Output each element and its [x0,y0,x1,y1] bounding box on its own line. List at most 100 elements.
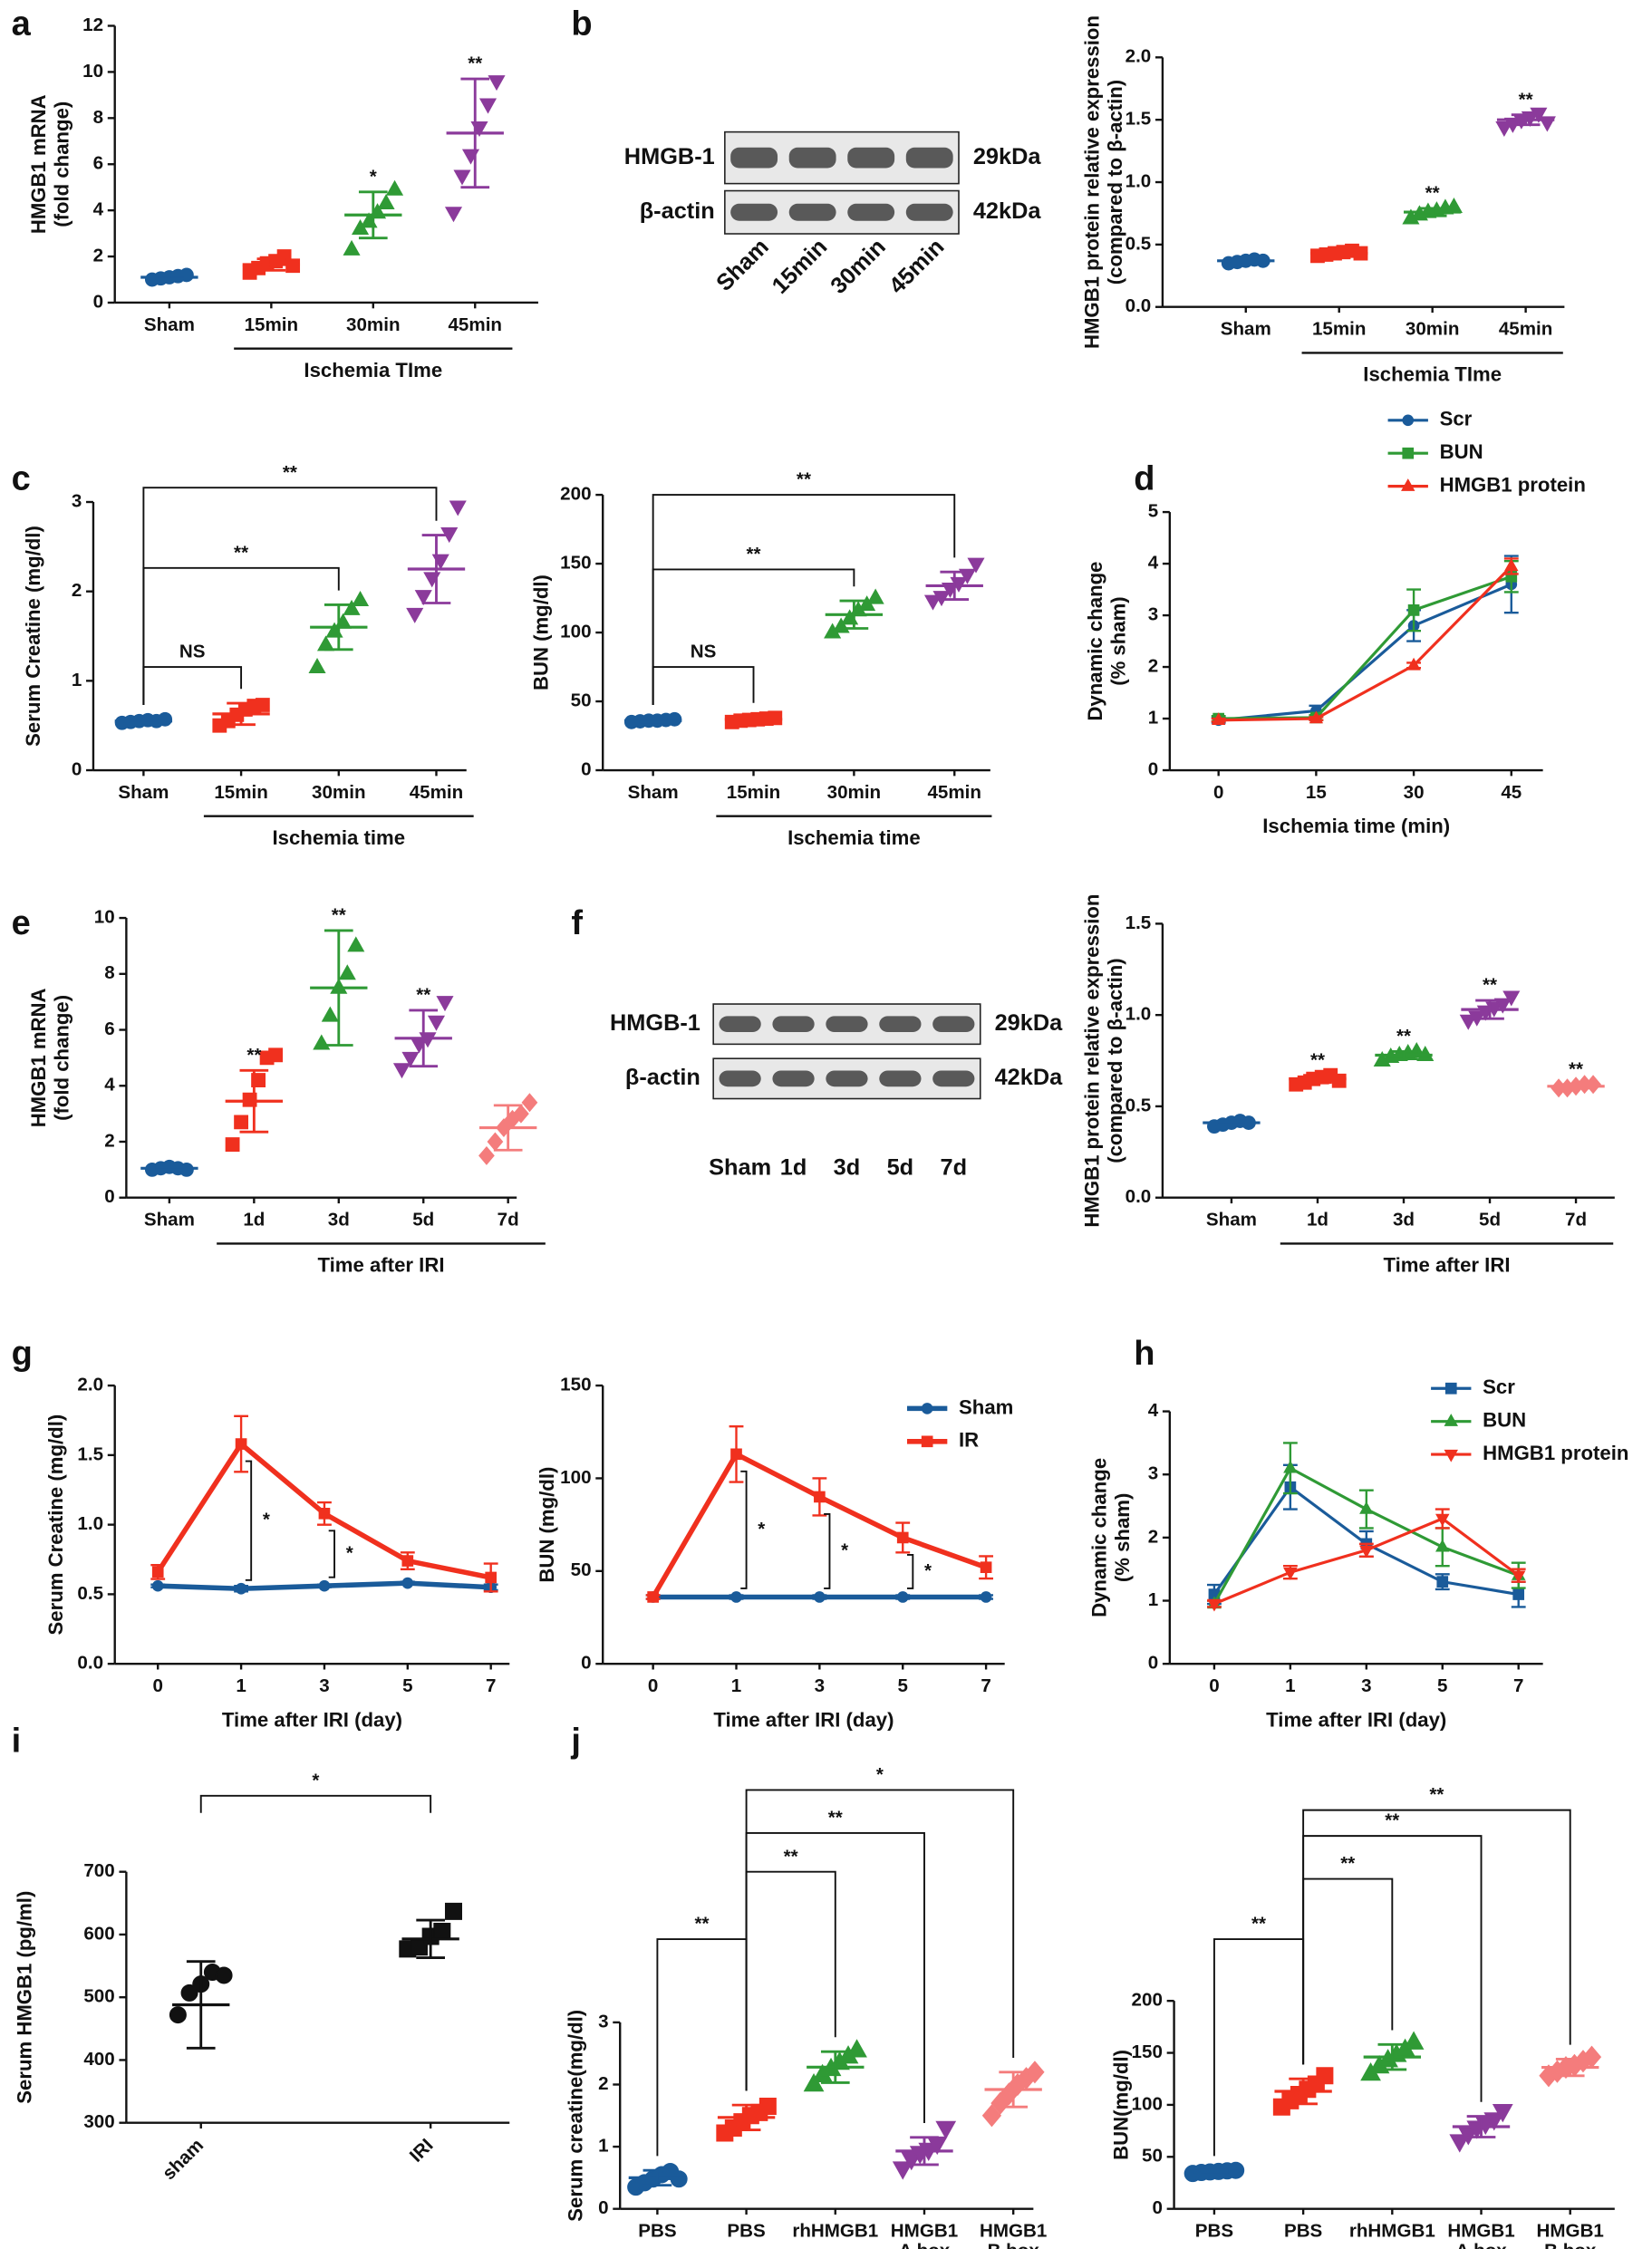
bracket-label: ** [1385,1810,1399,1831]
bracket-label: ** [828,1808,843,1829]
significance: ** [416,985,430,1006]
marker [1435,1513,1450,1527]
significance: ** [1396,1026,1411,1047]
y-tick-label: 0 [1148,1653,1158,1674]
x-tick-label: 3d [328,1209,350,1230]
sd-bar [1561,1083,1590,1090]
significance: * [758,1519,765,1540]
blot-row-label: β-actin [625,1065,700,1090]
x-tick-label: Sham [144,1209,195,1230]
marker [1403,2031,1425,2050]
y-tick-label: 700 [83,1860,114,1881]
x-tick-label: 1 [731,1675,741,1696]
x-tick-label: HMGB1 [980,2220,1047,2241]
marker [758,2098,777,2115]
significance: ** [246,1045,261,1066]
legend-label: HMGB1 protein [1483,1442,1628,1464]
marker [235,1438,247,1450]
marker [343,599,361,615]
significance: ** [1483,975,1497,996]
y-tick-label: 3 [72,490,82,511]
y-tick-label: 1 [1148,707,1158,728]
marker [896,1591,909,1603]
x-tick-label: 15 [1306,782,1327,803]
y-axis-label: Serum Creatine (mg/dl) [22,526,44,747]
blot-row-label: HMGB-1 [624,144,715,169]
x-tick-label: 7 [486,1675,496,1696]
marker [1025,2061,1045,2084]
marker [308,658,326,674]
group-label: Time after IRI [1384,1254,1511,1277]
y-tick-label: 4 [1148,1400,1159,1421]
y-tick-label: 0.5 [1125,233,1152,254]
x-tick-label: 0 [1213,782,1223,803]
sd-bar [642,2168,672,2187]
blot-band [772,1016,815,1033]
panel-label: i [12,1722,22,1760]
blot-band [932,1016,975,1033]
marker [215,1966,233,1984]
marker [351,591,370,607]
blot-lane-label: 45min [884,234,950,299]
y-tick-label: 200 [1132,1990,1163,2011]
marker [1402,447,1415,459]
x-tick-label: 30min [346,314,401,335]
x-tick-label: 45min [449,314,503,335]
bracket-label: NS [691,642,717,662]
y-tick-label: 600 [83,1923,114,1944]
y-tick-label: 1 [1148,1589,1158,1610]
y-tick-label: 2 [104,1130,114,1151]
marker [892,2161,913,2180]
marker [234,1115,249,1130]
x-tick-label: 7 [981,1675,990,1696]
marker [401,1051,420,1067]
marker [1495,121,1513,137]
x-tick-label: 1 [1285,1675,1295,1696]
bracket-label: ** [784,1846,798,1867]
sd-bar [256,257,286,272]
marker [158,711,173,727]
marker [478,1145,495,1165]
y-tick-label: 50 [1142,2146,1163,2167]
marker [1402,414,1415,427]
blot-band [730,147,778,169]
marker [1449,2134,1471,2153]
blot-lane-label: Sham [709,1155,771,1181]
marker [1502,990,1521,1007]
y-axis-label: Serum Creatine (mg/dl) [44,1414,67,1636]
marker [1493,998,1512,1014]
marker [1444,1382,1457,1395]
y-tick-label: 1.5 [1125,109,1152,130]
sd-bar [940,570,970,602]
y-tick-label: 1.5 [1125,912,1152,933]
marker [513,1104,529,1124]
x-tick-label: 3 [1361,1675,1371,1696]
x-tick-label: 1 [236,1675,246,1696]
marker [478,98,498,114]
line [1218,583,1512,722]
x-tick-label: Sham [118,782,169,803]
significance: * [263,1510,270,1530]
sd-bar [421,534,451,604]
y-tick-label: 6 [93,153,103,174]
marker [401,1555,414,1567]
sd-bar [839,599,869,630]
legend-label: BUN [1440,440,1483,463]
y-tick-label: 10 [82,61,103,82]
x-tick-label: 5d [1479,1209,1501,1230]
marker [313,1034,331,1050]
x-tick-label: B box [1544,2241,1597,2249]
x-tick-label: Sham [1206,1209,1257,1230]
bracket-label: ** [234,542,248,563]
x-axis-label: Time after IRI (day) [713,1708,894,1731]
y-axis-label: BUN (mg/dl) [536,1467,558,1583]
legend-label: IR [959,1429,979,1452]
y-tick-label: 2 [1148,1526,1158,1547]
bracket [245,1460,253,1581]
x-tick-label: 30min [312,782,366,803]
sd-bar [1217,1119,1246,1126]
y-tick-label: 150 [560,553,591,574]
significance: ** [332,905,346,926]
y-axis-label: (fold change) [51,995,73,1121]
x-tick-label: PBS [638,2220,676,2241]
